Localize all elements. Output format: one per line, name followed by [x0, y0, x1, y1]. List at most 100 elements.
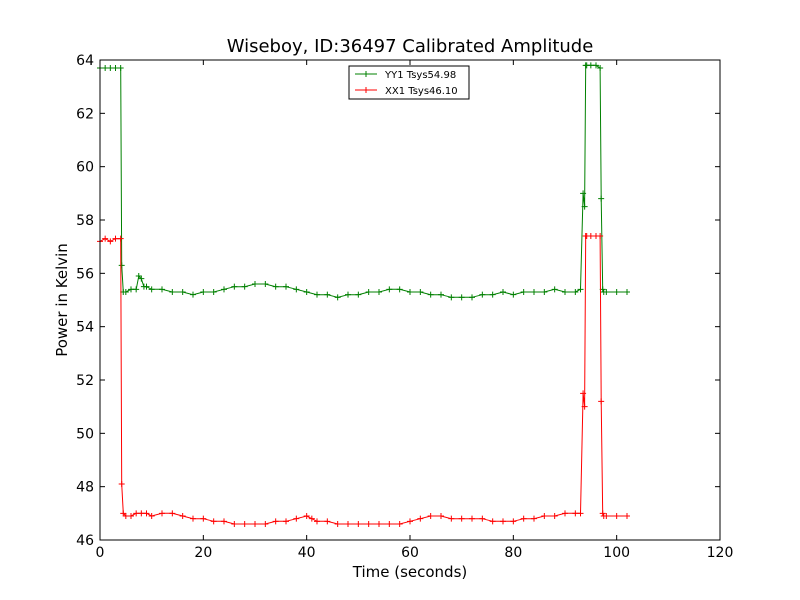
data-point	[396, 521, 403, 527]
data-point	[603, 289, 610, 295]
data-point	[624, 513, 630, 519]
data-point	[143, 283, 150, 290]
y-tick-label: 46	[76, 533, 94, 549]
data-point	[159, 286, 165, 293]
data-point	[179, 289, 186, 295]
y-axis-label: Power in Kelvin	[53, 243, 71, 357]
data-point	[138, 275, 145, 282]
data-point	[293, 286, 300, 293]
data-point	[143, 510, 150, 517]
data-point	[210, 518, 217, 525]
data-point	[210, 289, 217, 295]
data-point	[231, 521, 238, 527]
data-point	[531, 289, 537, 295]
data-point	[293, 515, 300, 522]
data-point	[107, 65, 114, 71]
data-point	[200, 515, 207, 522]
data-point	[133, 510, 140, 517]
series-1	[97, 62, 630, 301]
data-point	[283, 518, 289, 525]
data-point	[169, 510, 176, 517]
data-point	[417, 289, 424, 295]
series-line	[100, 64, 627, 298]
data-point	[510, 291, 517, 298]
data-point	[122, 289, 129, 295]
data-point	[128, 513, 134, 519]
data-point	[581, 203, 588, 210]
data-point	[365, 289, 372, 295]
data-point	[572, 289, 579, 295]
data-point	[231, 283, 238, 290]
data-point	[122, 513, 129, 519]
data-point	[407, 518, 413, 525]
data-point	[580, 190, 587, 197]
data-point	[489, 291, 496, 298]
data-point	[599, 510, 606, 517]
data-point	[308, 515, 315, 522]
data-point	[598, 195, 605, 202]
data-point	[407, 289, 413, 295]
data-point	[581, 403, 588, 410]
data-point	[334, 521, 341, 527]
legend-item: XX1 Tsys46.10	[355, 86, 458, 97]
data-point	[221, 518, 227, 525]
data-point	[133, 286, 140, 293]
x-tick-label: 20	[194, 545, 212, 561]
data-point	[587, 62, 594, 69]
data-point	[355, 521, 362, 527]
data-point	[376, 289, 382, 295]
data-point	[551, 513, 558, 519]
data-point	[479, 291, 486, 298]
data-point	[314, 518, 320, 525]
data-point	[448, 515, 455, 522]
data-point	[438, 513, 444, 519]
data-point	[252, 281, 258, 287]
data-point	[190, 515, 196, 522]
data-point	[117, 235, 124, 242]
data-point	[324, 518, 331, 525]
data-point	[221, 286, 227, 293]
data-point	[314, 291, 320, 298]
x-tick-label: 60	[401, 545, 419, 561]
data-point	[624, 289, 630, 295]
data-point	[427, 513, 434, 519]
data-point	[148, 513, 155, 519]
data-point	[597, 65, 604, 71]
data-point	[551, 286, 558, 293]
data-point	[562, 289, 568, 295]
data-point	[128, 286, 134, 293]
data-point	[489, 518, 496, 525]
data-point	[500, 518, 506, 525]
data-point	[102, 235, 109, 242]
x-tick-label: 0	[96, 545, 105, 561]
data-point	[118, 262, 125, 269]
data-point	[272, 518, 279, 525]
data-point	[303, 289, 310, 295]
plot-area	[100, 60, 720, 540]
y-tick-label: 58	[76, 213, 94, 229]
data-point	[396, 286, 403, 293]
data-point	[597, 233, 604, 239]
data-point	[458, 294, 465, 301]
y-tick-label: 64	[76, 53, 94, 69]
data-point	[593, 62, 599, 69]
x-tick-label: 120	[707, 545, 734, 561]
series-layer	[97, 62, 630, 527]
data-point	[613, 289, 620, 295]
data-point	[345, 291, 351, 298]
data-point	[324, 291, 331, 298]
legend-marker	[363, 87, 369, 93]
data-point	[303, 513, 310, 519]
data-point	[241, 521, 248, 527]
data-point	[135, 273, 142, 279]
legend-box	[348, 65, 470, 100]
legend-label: YY1 Tsys54.98	[384, 70, 456, 81]
data-point	[577, 286, 584, 293]
data-point	[427, 291, 434, 298]
data-point	[577, 510, 584, 517]
data-point	[598, 398, 605, 405]
data-point	[190, 291, 196, 298]
data-point	[262, 521, 269, 527]
data-point	[112, 235, 119, 242]
